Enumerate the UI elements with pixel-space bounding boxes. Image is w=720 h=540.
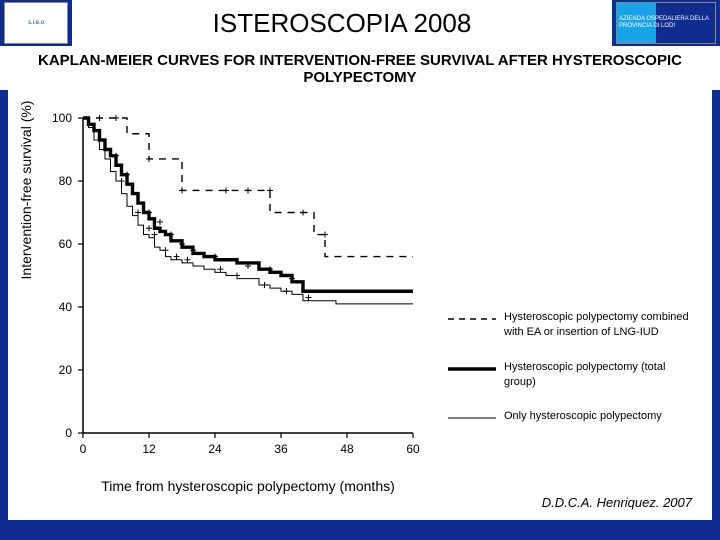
x-tick-label: 48 xyxy=(337,442,357,456)
logo-right-text: AZIENDA OSPEDALIERA DELLA PROVINCIA DI L… xyxy=(619,16,713,29)
legend-row: Hysteroscopic polypectomy combined with … xyxy=(448,310,698,340)
legend-label: Hysteroscopic polypectomy (total group) xyxy=(504,360,698,390)
legend-label: Only hysteroscopic polypectomy xyxy=(504,409,662,424)
y-axis-label: Intervention-free survival (%) xyxy=(18,101,34,280)
legend-mark xyxy=(448,362,496,376)
legend-row: Only hysteroscopic polypectomy xyxy=(448,409,698,424)
legend-mark xyxy=(448,312,496,326)
y-tick-label: 40 xyxy=(48,300,72,314)
y-tick-label: 0 xyxy=(48,426,72,440)
y-tick-label: 20 xyxy=(48,363,72,377)
legend-mark xyxy=(448,411,496,425)
x-tick-label: 12 xyxy=(139,442,159,456)
y-tick-label: 100 xyxy=(48,111,72,125)
logo-right: AZIENDA OSPEDALIERA DELLA PROVINCIA DI L… xyxy=(616,2,716,44)
y-tick-label: 80 xyxy=(48,174,72,188)
legend-row: Hysteroscopic polypectomy (total group) xyxy=(448,360,698,390)
header-title-area: ISTEROSCOPIA 2008 xyxy=(72,0,612,46)
y-tick-label: 60 xyxy=(48,237,72,251)
logo-left-text: s.i.e.o xyxy=(28,20,44,26)
slide-root: s.i.e.o ISTEROSCOPIA 2008 AZIENDA OSPEDA… xyxy=(0,0,720,540)
survival-plot xyxy=(78,108,418,438)
header-bar: s.i.e.o ISTEROSCOPIA 2008 AZIENDA OSPEDA… xyxy=(0,0,720,46)
legend-label: Hysteroscopic polypectomy combined with … xyxy=(504,310,698,340)
header-title: ISTEROSCOPIA 2008 xyxy=(213,8,472,39)
content-area: Intervention-free survival (%) Time from… xyxy=(0,90,720,540)
chart-panel: Intervention-free survival (%) Time from… xyxy=(8,90,712,520)
subtitle: KAPLAN-MEIER CURVES FOR INTERVENTION-FRE… xyxy=(0,46,720,92)
x-tick-label: 0 xyxy=(73,442,93,456)
logo-left: s.i.e.o xyxy=(4,2,68,44)
x-tick-label: 36 xyxy=(271,442,291,456)
legend: Hysteroscopic polypectomy combined with … xyxy=(448,290,698,424)
x-tick-label: 24 xyxy=(205,442,225,456)
x-tick-label: 60 xyxy=(403,442,423,456)
x-axis-label: Time from hysteroscopic polypectomy (mon… xyxy=(78,478,418,494)
citation: D.D.C.A. Henriquez. 2007 xyxy=(536,493,698,512)
